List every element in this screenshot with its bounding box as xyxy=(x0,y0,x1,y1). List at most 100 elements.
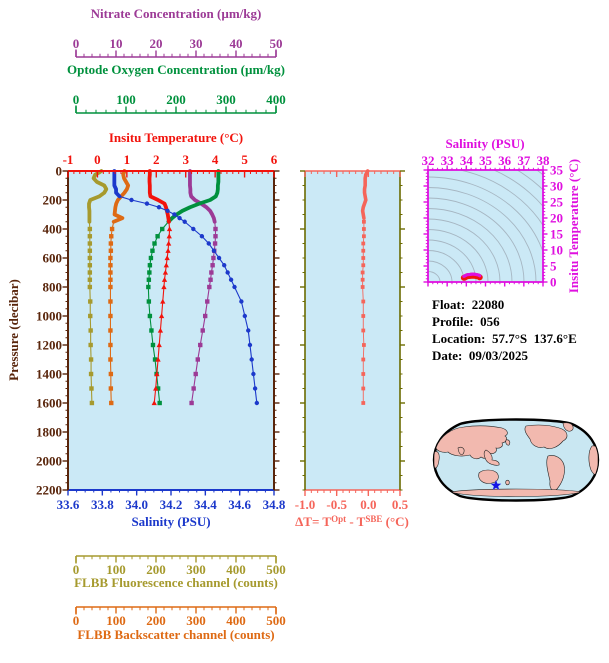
backscatter-axis-title: FLBB Backscatter channel (counts) xyxy=(77,627,275,642)
delta-t-title-part: ΔT= T xyxy=(295,514,332,529)
fluorescence-ruler-tick-label: 500 xyxy=(266,562,286,577)
pressure-tick-label: 1600 xyxy=(36,396,62,411)
nitrate-curve xyxy=(188,169,218,406)
nitrate-axis-title: Nitrate Concentration (µm/kg) xyxy=(90,6,262,21)
pressure-tick-label: 1400 xyxy=(36,367,62,382)
backscatter-ruler-tick-label: 300 xyxy=(186,613,206,628)
ts-temperature-tick-label: 25 xyxy=(550,195,564,210)
profile-number-text: Profile: 056 xyxy=(432,314,500,329)
backscatter-ruler-tick-label: 500 xyxy=(266,613,286,628)
ts-temperature-tick-label: 30 xyxy=(550,179,563,194)
salinity-tick-label: 33.6 xyxy=(57,497,80,512)
float-position-star xyxy=(490,480,502,490)
fluorescence-ruler-tick-label: 100 xyxy=(106,562,126,577)
temperature-tick-label: 0 xyxy=(94,152,101,167)
pressure-axis-title: Pressure (decibar) xyxy=(6,279,21,381)
delta-t-tick-label: -0.5 xyxy=(326,497,347,512)
salinity-tick-label: 34.4 xyxy=(194,497,217,512)
oxygen-axis-title: Optode Oxygen Concentration (µm/kg) xyxy=(66,62,285,77)
delta-t-plot-area xyxy=(305,171,400,490)
fluorescence-ruler-tick-label: 300 xyxy=(186,562,206,577)
ts-salinity-tick-label: 33 xyxy=(441,153,455,168)
fluorescence-axis-title: FLBB Fluorescence channel (counts) xyxy=(74,575,278,590)
fluorescence-ruler-tick-label: 200 xyxy=(146,562,166,577)
ts-temperature-tick-label: 15 xyxy=(550,227,564,242)
salinity-tick-label: 34.2 xyxy=(160,497,183,512)
ts-salinity-tick-label: 36 xyxy=(498,153,512,168)
location-text: Location: 57.7°S 137.6°E xyxy=(432,331,577,346)
ts-salinity-axis-title: Salinity (PSU) xyxy=(445,136,525,151)
ts-curve xyxy=(460,272,483,281)
nitrate-ruler-tick-label: 20 xyxy=(150,36,163,51)
backscatter-ruler-tick-label: 200 xyxy=(146,613,166,628)
ts-temperature-tick-label: 20 xyxy=(550,211,563,226)
salinity-tick-label: 34.8 xyxy=(263,497,286,512)
oxygen-ruler-tick-label: 300 xyxy=(216,92,236,107)
oxygen-ruler-tick-label: 100 xyxy=(116,92,136,107)
pressure-tick-label: 400 xyxy=(43,222,63,237)
pressure-tick-label: 1800 xyxy=(36,425,62,440)
delta-t-title-part: (°C) xyxy=(382,514,409,529)
pressure-tick-label: 2200 xyxy=(36,483,62,498)
salinity-curve xyxy=(112,169,260,406)
nitrate-ruler-tick-label: 50 xyxy=(270,36,283,51)
backscatter-ruler: 0 100 200 300 400 500 xyxy=(73,606,286,628)
ts-temperature-tick-label: 0 xyxy=(550,275,557,290)
pressure-tick-label: 800 xyxy=(43,280,63,295)
ts-salinity-tick-label: 34 xyxy=(460,153,474,168)
delta-t-title-sup-opt: Opt xyxy=(331,514,347,524)
oxygen-ruler: 0 100 200 300 400 xyxy=(73,92,286,114)
delta-t-curve xyxy=(360,169,370,405)
pressure-tick-label: 2000 xyxy=(36,454,62,469)
salinity-tick-label: 33.8 xyxy=(91,497,114,512)
nitrate-ruler-tick-label: 10 xyxy=(110,36,123,51)
ts-temperature-tick-label: 5 xyxy=(550,259,557,274)
nitrate-ruler: 0 10 20 30 40 50 xyxy=(73,36,283,58)
delta-t-axes: -1.0 -0.5 0.0 0.5 xyxy=(295,170,409,512)
world-map xyxy=(432,418,600,502)
nitrate-ruler-tick-label: 0 xyxy=(73,36,80,51)
backscatter-ruler-tick-label: 0 xyxy=(73,613,80,628)
main-plot-axes: -1 0 1 2 3 4 5 633.6 33.8 34.0 34.2 34.4 34.6 34.8020… xyxy=(36,152,286,512)
date-text: Date: 09/03/2025 xyxy=(432,348,529,363)
ts-salinity-tick-label: 32 xyxy=(422,153,435,168)
nitrate-ruler-tick-label: 40 xyxy=(230,36,243,51)
temperature-tick-label: 3 xyxy=(182,152,189,167)
oxygen-ruler-tick-label: 200 xyxy=(166,92,186,107)
ts-salinity-tick-label: 38 xyxy=(537,153,551,168)
oxygen-ruler-tick-label: 0 xyxy=(73,92,80,107)
ts-salinity-tick-label: 35 xyxy=(479,153,493,168)
delta-t-title-part: - T xyxy=(346,514,366,529)
temperature-tick-label: 2 xyxy=(153,152,160,167)
pressure-tick-label: 1000 xyxy=(36,309,62,324)
pressure-tick-label: 1200 xyxy=(36,338,62,353)
pressure-tick-label: 600 xyxy=(43,251,63,266)
fluorescence-ruler: 0 100 200 300 400 500 xyxy=(73,555,286,577)
temperature-axis-title: Insitu Temperature (°C) xyxy=(108,130,244,145)
temperature-tick-label: 5 xyxy=(241,152,248,167)
ts-temperature-axis-title: Insitu Temperature (°C) xyxy=(566,158,581,294)
delta-t-tick-label: -1.0 xyxy=(295,497,316,512)
ts-temperature-tick-label: 35 xyxy=(550,163,564,178)
salinity-tick-label: 34.0 xyxy=(125,497,148,512)
temperature-tick-label: -1 xyxy=(63,152,74,167)
map-landmasses xyxy=(434,422,598,497)
ts-temperature-tick-label: 10 xyxy=(550,243,563,258)
salinity-axis-title: Salinity (PSU) xyxy=(131,514,211,529)
delta-t-title-sup-sbe: SBE xyxy=(365,514,383,524)
delta-t-axis-title: ΔT= TOpt - TSBE (°C) xyxy=(282,514,422,530)
nitrate-ruler-tick-label: 30 xyxy=(190,36,203,51)
delta-t-tick-label: 0.5 xyxy=(392,497,409,512)
delta-t-tick-label: 0.0 xyxy=(360,497,376,512)
ts-salinity-tick-label: 37 xyxy=(517,153,531,168)
backscatter-ruler-tick-label: 400 xyxy=(226,613,246,628)
pressure-tick-label: 0 xyxy=(56,164,63,179)
backscatter-ruler-tick-label: 100 xyxy=(106,613,126,628)
fluorescence-curve xyxy=(87,169,109,406)
salinity-tick-label: 34.6 xyxy=(228,497,251,512)
temperature-tick-label: 1 xyxy=(124,152,131,167)
pressure-tick-label: 200 xyxy=(43,193,63,208)
